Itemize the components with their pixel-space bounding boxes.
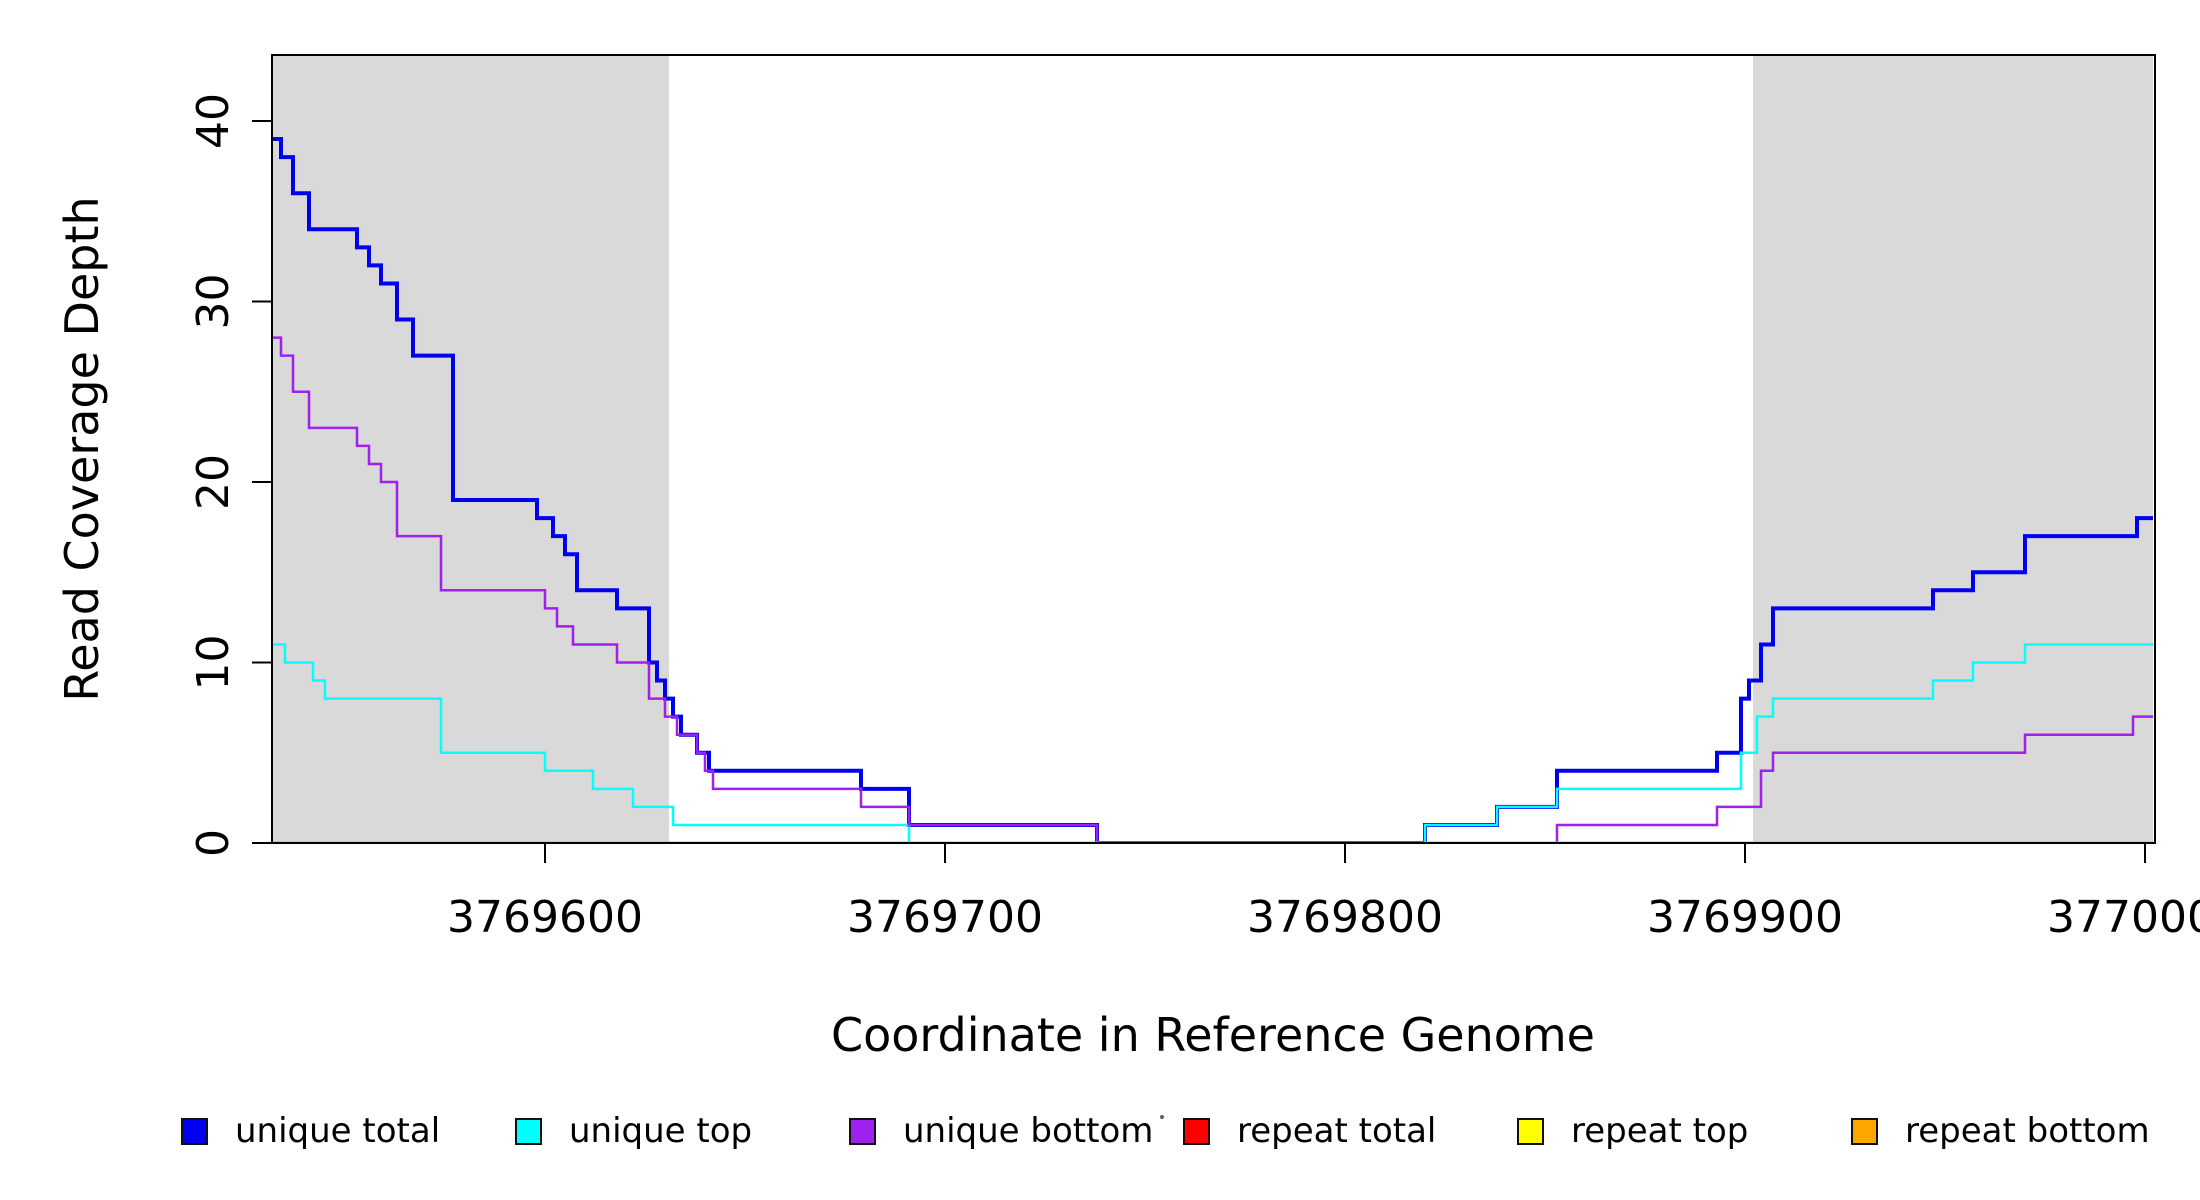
series-unique-bottom: [273, 336, 2153, 843]
x-tick-label: 3770000: [2047, 892, 2200, 943]
legend-item-unique-bottom: unique bottom: [849, 1114, 1153, 1148]
legend-label: unique top: [569, 1111, 753, 1151]
legend-label: unique total: [235, 1111, 441, 1151]
repeat-total-swatch-icon: [1183, 1117, 1210, 1145]
y-tick-label: 0: [188, 829, 239, 857]
y-tick-label: 40: [188, 93, 239, 149]
unique-top-swatch-icon: [515, 1117, 542, 1145]
unique-bottom-swatch-icon: [849, 1117, 876, 1145]
series-unique-top: [273, 643, 2153, 843]
axes: 3769600 3769700 3769800 3769900 3770000 0 10 20…: [188, 54, 2200, 943]
left-shaded-region: [273, 55, 669, 843]
x-tick-label: 3769900: [1647, 892, 1843, 943]
legend-item-repeat-bottom: repeat bottom: [1851, 1114, 2150, 1148]
unique-total-swatch-icon: [181, 1117, 208, 1145]
legend-item-unique-top: unique top: [515, 1114, 752, 1148]
legend-label: repeat top: [1571, 1111, 1749, 1151]
x-axis-title: Coordinate in Reference Genome: [831, 1008, 1595, 1062]
legend-label: repeat total: [1237, 1111, 1437, 1151]
stray-dot: [1160, 1115, 1164, 1119]
y-tick-label: 10: [188, 635, 239, 691]
y-axis-title: Read Coverage Depth: [55, 196, 109, 702]
plot-border: [271, 54, 2156, 844]
x-tick-label: 3769600: [447, 892, 643, 943]
legend-item-repeat-total: repeat total: [1183, 1114, 1436, 1148]
right-shaded-region: [1753, 55, 2153, 843]
x-tick-label: 3769700: [847, 892, 1043, 943]
series-lines: [273, 137, 2153, 843]
y-tick-label: 20: [188, 454, 239, 510]
legend-item-unique-total: unique total: [181, 1114, 440, 1148]
shaded-regions: [273, 55, 2153, 843]
legend-label: unique bottom: [903, 1111, 1154, 1151]
legend-label: repeat bottom: [1905, 1111, 2150, 1151]
repeat-bottom-swatch-icon: [1851, 1117, 1878, 1145]
legend-item-repeat-top: repeat top: [1517, 1114, 1748, 1148]
repeat-top-swatch-icon: [1517, 1117, 1544, 1145]
x-tick-label: 3769800: [1247, 892, 1443, 943]
y-tick-label: 30: [188, 274, 239, 330]
